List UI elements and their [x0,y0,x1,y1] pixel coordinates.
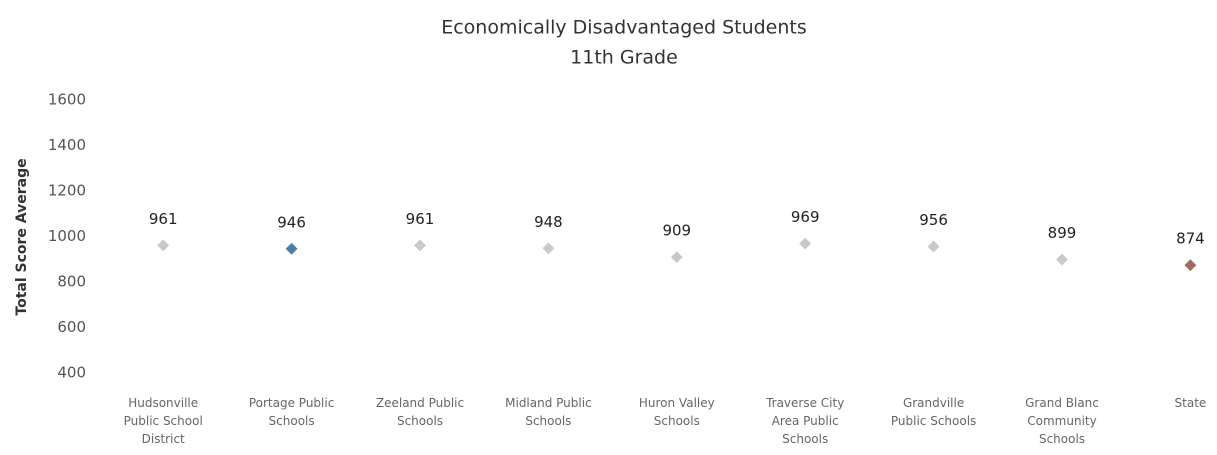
x-tick-label: Portage Public Schools [249,396,334,428]
x-tick-label: Grand Blanc Community Schools [1025,396,1099,446]
diamond-marker [411,237,429,254]
data-label: 946 [277,213,306,231]
x-tick-label: State [1175,396,1207,410]
x-tick-label: Hudsonville Public School District [124,396,203,446]
diamond-marker [797,235,814,252]
diamond-marker [1053,251,1071,268]
y-tick-label: 600 [57,318,86,336]
data-label: 956 [919,211,948,229]
x-tick-label: Huron Valley Schools [639,396,715,428]
x-tick-label: Traverse City Area Public Schools [765,396,844,446]
x-tick-label: Grandville Public Schools [891,396,976,428]
data-label: 969 [791,208,820,226]
diamond-marker [925,238,942,255]
y-tick-label: 1200 [48,182,86,200]
diamond-marker [668,249,685,266]
data-label: 948 [534,213,563,231]
diamond-marker [540,240,557,257]
data-label: 909 [662,222,691,240]
data-label: 961 [406,210,435,228]
y-tick-label: 1400 [48,136,86,154]
data-label: 899 [1048,224,1077,242]
chart-title: Economically Disadvantaged Students [441,17,807,39]
y-tick-label: 800 [57,273,86,291]
data-label: 874 [1176,230,1205,248]
x-tick-label: Zeeland Public Schools [376,396,464,428]
diamond-marker [283,240,300,257]
x-tick-label: Midland Public Schools [505,396,592,428]
chart-subtitle: 11th Grade [570,47,678,69]
y-axis-label: Total Score Average [14,158,30,315]
diamond-marker [155,237,172,254]
y-tick-label: 1600 [48,91,86,109]
y-tick-label: 400 [57,364,86,382]
data-label: 961 [149,210,178,228]
y-tick-label: 1000 [48,227,86,245]
diamond-marker [1182,257,1199,274]
